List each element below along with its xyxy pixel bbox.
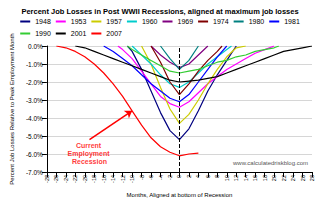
svg-text:24: 24 xyxy=(290,175,296,181)
svg-text:-3.0%: -3.0% xyxy=(26,97,43,104)
svg-text:16: 16 xyxy=(252,175,258,181)
svg-text:28: 28 xyxy=(309,175,315,181)
svg-text:-7.0%: -7.0% xyxy=(26,169,43,176)
svg-text:-18: -18 xyxy=(91,175,97,183)
svg-text:1981: 1981 xyxy=(284,18,300,25)
svg-text:Percent Job Losses in Post WWI: Percent Job Losses in Post WWII Recessio… xyxy=(21,7,298,16)
svg-text:1990: 1990 xyxy=(35,30,51,37)
svg-text:10: 10 xyxy=(224,175,230,181)
svg-text:1953: 1953 xyxy=(71,18,87,25)
svg-text:0.0%: 0.0% xyxy=(28,43,43,50)
svg-text:-4.0%: -4.0% xyxy=(26,115,43,122)
svg-text:Recession: Recession xyxy=(72,158,107,165)
svg-text:1960: 1960 xyxy=(142,18,158,25)
svg-text:-5.0%: -5.0% xyxy=(26,133,43,140)
svg-text:1980: 1980 xyxy=(249,18,265,25)
svg-text:-8: -8 xyxy=(139,175,145,180)
svg-text:Employment: Employment xyxy=(68,150,112,158)
svg-text:-14: -14 xyxy=(110,175,116,183)
svg-text:22: 22 xyxy=(281,175,287,181)
svg-text:18: 18 xyxy=(262,175,268,181)
svg-text:www.calculatedriskblog.com: www.calculatedriskblog.com xyxy=(232,160,308,166)
svg-text:Current: Current xyxy=(76,142,103,149)
svg-text:26: 26 xyxy=(300,175,306,181)
svg-text:-26: -26 xyxy=(53,175,59,183)
svg-text:1969: 1969 xyxy=(178,18,194,25)
svg-text:Months, Aligned at bottom of R: Months, Aligned at bottom of Recession xyxy=(127,192,233,198)
svg-text:-24: -24 xyxy=(63,175,69,183)
svg-text:20: 20 xyxy=(271,175,277,181)
svg-text:2001: 2001 xyxy=(71,30,87,37)
svg-text:-2: -2 xyxy=(167,175,173,180)
svg-text:12: 12 xyxy=(233,175,239,181)
svg-text:-1.0%: -1.0% xyxy=(26,61,43,68)
svg-text:1974: 1974 xyxy=(213,18,229,25)
svg-text:-16: -16 xyxy=(101,175,107,183)
svg-text:-6: -6 xyxy=(148,175,154,180)
svg-text:1957: 1957 xyxy=(106,18,122,25)
svg-text:-12: -12 xyxy=(120,175,126,183)
svg-text:14: 14 xyxy=(243,175,249,181)
svg-text:Percent Job Losses Relative to: Percent Job Losses Relative to Peak Empl… xyxy=(9,33,15,184)
svg-text:-22: -22 xyxy=(72,175,78,183)
svg-text:-10: -10 xyxy=(129,175,135,183)
svg-text:-2.0%: -2.0% xyxy=(26,79,43,86)
svg-text:2: 2 xyxy=(186,175,192,178)
svg-text:8: 8 xyxy=(214,175,220,178)
svg-text:-20: -20 xyxy=(82,175,88,183)
svg-text:2007: 2007 xyxy=(106,30,122,37)
svg-text:-6.0%: -6.0% xyxy=(26,151,43,158)
svg-text:6: 6 xyxy=(205,175,211,178)
svg-text:-4: -4 xyxy=(158,175,164,180)
svg-text:-28: -28 xyxy=(44,175,50,183)
svg-text:4: 4 xyxy=(195,175,201,178)
svg-text:1948: 1948 xyxy=(35,18,51,25)
svg-text:0: 0 xyxy=(176,175,182,178)
